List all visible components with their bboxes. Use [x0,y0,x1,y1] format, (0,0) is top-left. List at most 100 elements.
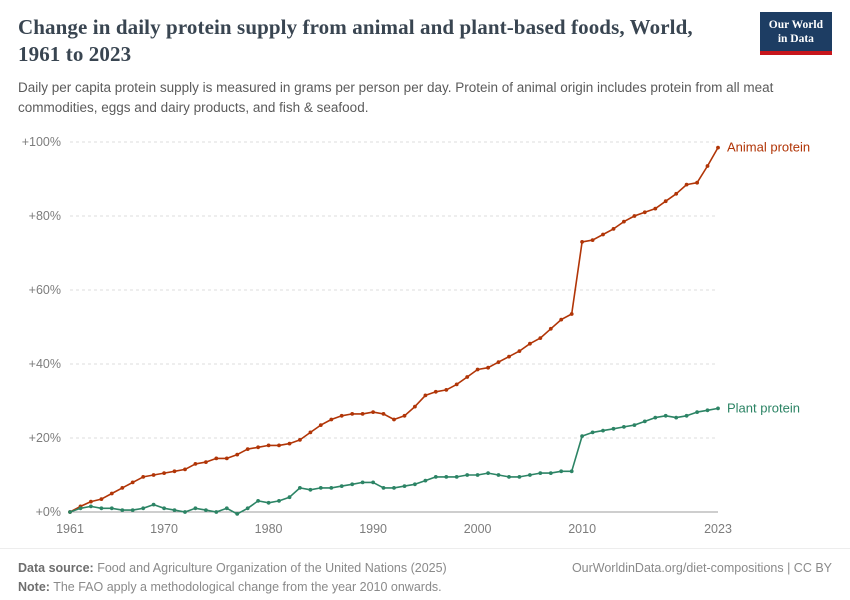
data-point[interactable] [486,365,490,370]
data-point[interactable] [318,486,323,490]
data-point[interactable] [454,475,459,479]
data-point[interactable] [350,482,355,487]
data-point[interactable] [569,469,574,474]
data-point[interactable] [465,375,470,379]
data-point[interactable] [68,510,72,514]
data-point[interactable] [580,240,584,244]
data-point[interactable] [548,471,553,476]
data-point[interactable] [245,506,250,511]
data-point[interactable] [454,382,459,387]
data-point[interactable] [298,438,302,442]
data-point[interactable] [172,469,177,474]
data-point[interactable] [360,412,365,416]
data-point[interactable] [329,417,334,422]
data-point[interactable] [642,419,647,424]
data-point[interactable] [695,410,699,415]
data-point[interactable] [235,512,240,516]
data-point[interactable] [663,413,668,418]
data-point[interactable] [705,164,710,168]
data-point[interactable] [381,412,386,416]
data-point[interactable] [162,506,167,511]
plant-protein-label[interactable]: Plant protein [727,400,800,415]
line-chart-svg[interactable]: +0% +20% +40% +60% +80% +100% 1961 1970 1980 1990… [16,124,834,548]
data-point[interactable] [475,367,480,372]
data-point[interactable] [475,473,480,477]
data-point[interactable] [277,443,281,448]
data-point[interactable] [99,497,104,502]
data-point[interactable] [193,506,198,511]
data-point[interactable] [151,502,156,507]
data-point[interactable] [371,480,375,485]
animal-protein-label[interactable]: Animal protein [727,140,810,155]
data-point[interactable] [465,473,470,477]
data-point[interactable] [120,508,125,513]
data-point[interactable] [120,486,125,490]
data-point[interactable] [392,486,396,490]
rights-link[interactable]: OurWorldinData.org/diet-compositions | C… [571,561,832,576]
data-point[interactable] [433,389,438,394]
data-point[interactable] [162,471,167,476]
data-point[interactable] [486,471,490,476]
data-point[interactable] [674,191,679,196]
data-point[interactable] [350,412,355,416]
data-point[interactable] [402,484,407,489]
data-point[interactable] [256,499,260,503]
data-point[interactable] [528,473,532,477]
data-point[interactable] [632,423,637,428]
data-point[interactable] [130,480,135,485]
data-point[interactable] [287,495,292,500]
data-point[interactable] [538,336,543,341]
data-point[interactable] [507,354,511,359]
data-point[interactable] [308,430,313,435]
data-point[interactable] [611,426,616,431]
data-point[interactable] [590,238,595,243]
data-point[interactable] [423,393,428,398]
data-point[interactable] [214,456,219,461]
data-point[interactable] [413,482,417,487]
data-point[interactable] [433,475,438,479]
data-point[interactable] [109,506,114,511]
data-point[interactable] [141,475,146,479]
data-point[interactable] [559,469,564,474]
data-point[interactable] [705,408,710,413]
data-point[interactable] [413,404,417,409]
data-point[interactable] [528,341,532,346]
data-point[interactable] [684,413,689,418]
data-point[interactable] [308,487,313,492]
data-point[interactable] [183,510,187,514]
data-point[interactable] [684,182,689,187]
data-point[interactable] [663,199,668,204]
data-point[interactable] [569,312,574,316]
data-point[interactable] [245,447,250,452]
data-point[interactable] [590,430,595,435]
data-point[interactable] [89,499,93,504]
data-point[interactable] [444,388,449,392]
data-point[interactable] [444,475,449,479]
data-point[interactable] [632,214,637,218]
data-point[interactable] [642,210,647,215]
data-point[interactable] [109,491,114,496]
data-point[interactable] [371,410,375,415]
data-point[interactable] [496,473,501,477]
data-point[interactable] [256,445,260,450]
data-point[interactable] [622,219,626,224]
data-point[interactable] [580,434,584,439]
data-point[interactable] [266,500,271,505]
data-point[interactable] [392,417,396,422]
data-point[interactable] [622,425,626,429]
chart-area[interactable]: +0% +20% +40% +60% +80% +100% 1961 1970 1980 1990… [0,118,850,548]
data-point[interactable] [423,478,428,483]
data-point[interactable] [559,317,564,322]
plant-protein-line[interactable] [69,407,719,515]
data-point[interactable] [214,510,219,514]
data-point[interactable] [235,452,240,457]
data-point[interactable] [339,413,344,418]
data-point[interactable] [266,443,271,448]
data-point[interactable] [78,506,83,511]
data-point[interactable] [716,406,720,411]
data-point[interactable] [318,423,323,428]
data-point[interactable] [517,349,522,354]
data-point[interactable] [496,360,501,365]
data-point[interactable] [183,467,187,472]
data-point[interactable] [204,508,208,513]
